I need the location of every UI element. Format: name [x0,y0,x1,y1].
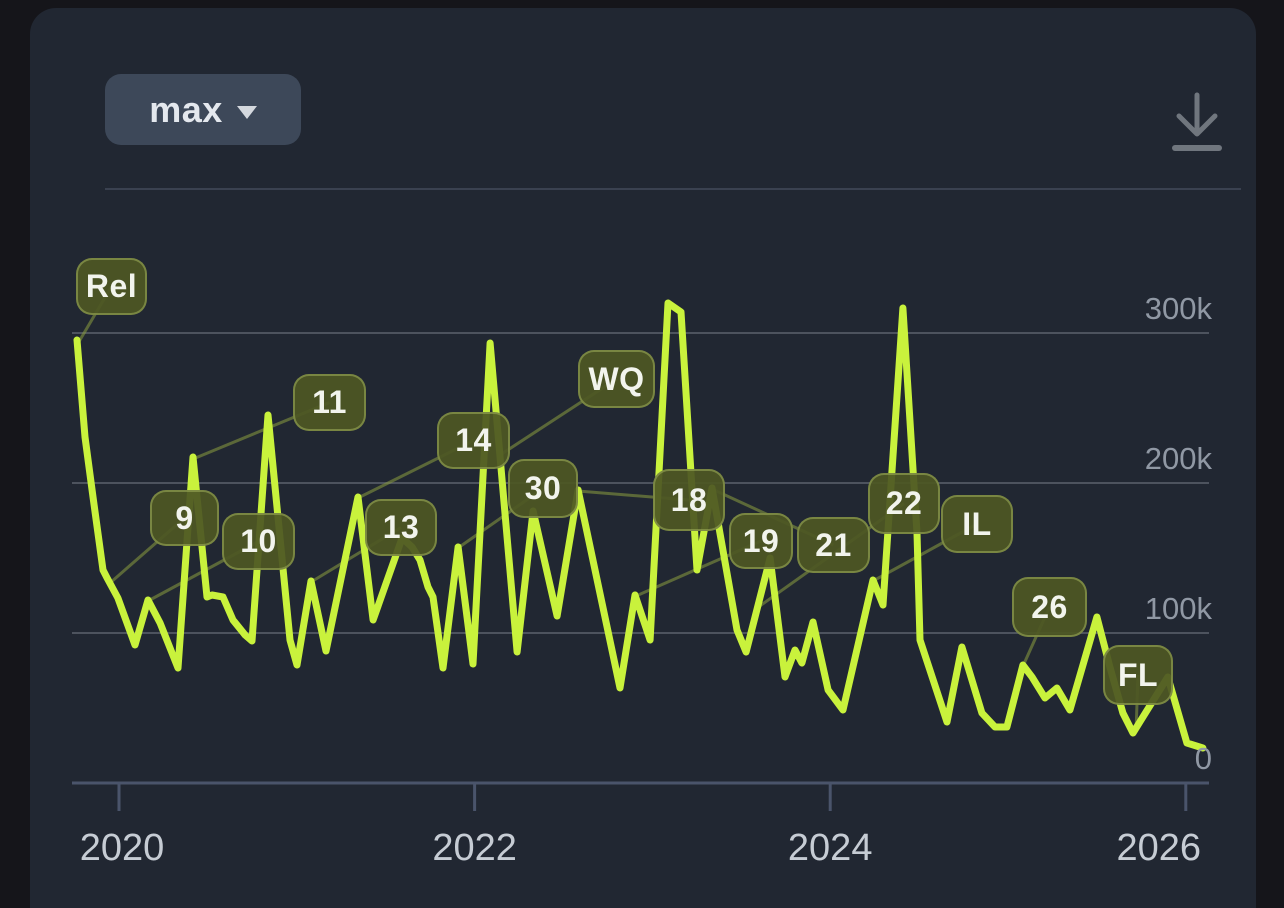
event-badge-14[interactable]: 14 [437,412,510,469]
event-badge-21[interactable]: 21 [797,517,870,573]
event-badge-30[interactable]: 30 [508,459,578,518]
download-icon [1172,92,1222,151]
y-axis-label-300k: 300k [1144,291,1212,326]
event-badge-9[interactable]: 9 [150,490,219,546]
x-axis-label-2026: 2026 [1116,827,1202,869]
download-button[interactable] [1164,86,1230,160]
event-badge-fl[interactable]: FL [1103,645,1173,705]
y-axis-label-100k: 100k [1144,591,1212,626]
x-axis-label-2024: 2024 [787,827,873,869]
event-badge-il[interactable]: IL [941,495,1013,553]
time-range-button[interactable]: max [105,74,301,145]
event-badge-26[interactable]: 26 [1012,577,1087,637]
event-badge-13[interactable]: 13 [365,499,437,556]
event-badge-19[interactable]: 19 [729,513,793,569]
chart-card: max [30,8,1256,908]
x-axis-label-2022: 2022 [432,827,517,869]
header-divider [105,188,1241,190]
x-axis-label-2020: 2020 [79,827,165,869]
event-badge-10[interactable]: 10 [222,513,295,570]
event-badge-wq[interactable]: WQ [578,350,655,408]
series-line-max [73,299,1207,752]
event-badge-rel[interactable]: Rel [76,258,147,315]
event-badge-11[interactable]: 11 [293,374,366,431]
caret-down-icon [236,106,257,119]
event-badge-22[interactable]: 22 [868,473,940,534]
y-axis-label-0: 0 [1194,741,1212,776]
time-range-label: max [149,88,223,130]
y-axis-label-200k: 200k [1144,441,1212,476]
event-badge-18[interactable]: 18 [653,469,725,531]
